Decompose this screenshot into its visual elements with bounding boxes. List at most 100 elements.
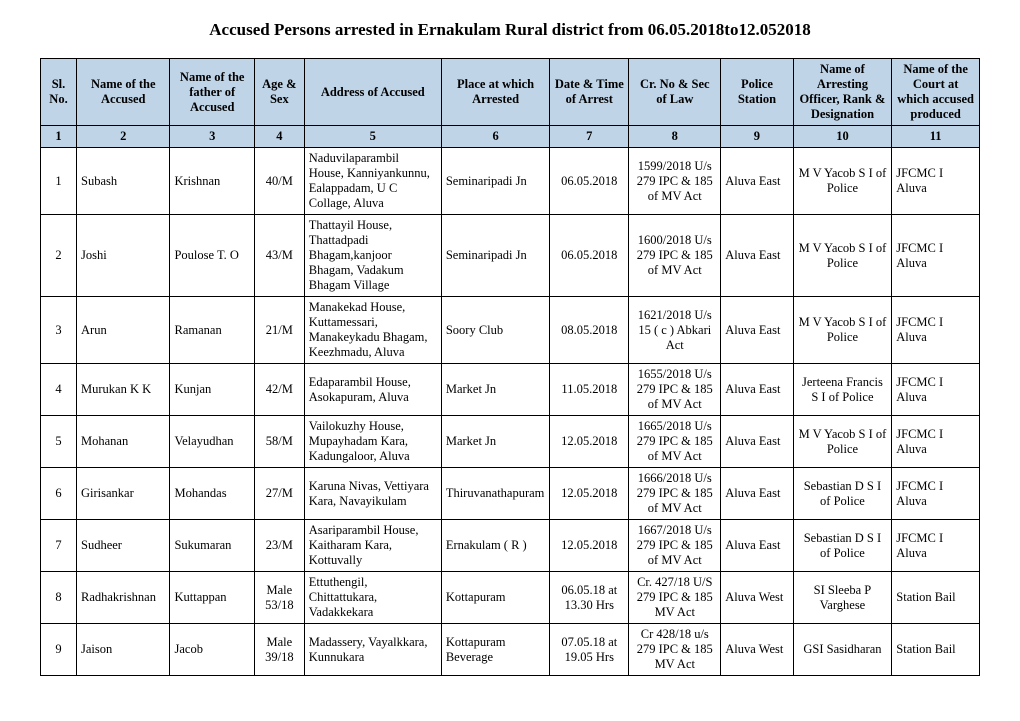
cell-name: Radhakrishnan xyxy=(77,572,170,624)
cell-sl: 4 xyxy=(41,364,77,416)
cell-name: Arun xyxy=(77,297,170,364)
table-row: 2JoshiPoulose T. O43/MThattayil House, T… xyxy=(41,215,980,297)
cell-date: 12.05.2018 xyxy=(550,520,629,572)
cell-father: Jacob xyxy=(170,624,254,676)
cell-father: Ramanan xyxy=(170,297,254,364)
cell-age: 43/M xyxy=(254,215,304,297)
cell-age: 21/M xyxy=(254,297,304,364)
cell-place: Kottapuram Beverage xyxy=(441,624,549,676)
th-place: Place at which Arrested xyxy=(441,59,549,126)
th-officer: Name of Arresting Officer, Rank & Design… xyxy=(793,59,892,126)
cell-station: Aluva East xyxy=(721,364,793,416)
cell-age: 23/M xyxy=(254,520,304,572)
cell-age: 27/M xyxy=(254,468,304,520)
table-row: 6GirisankarMohandas27/MKaruna Nivas, Vet… xyxy=(41,468,980,520)
cell-sl: 1 xyxy=(41,148,77,215)
cell-place: Seminaripadi Jn xyxy=(441,148,549,215)
cell-sl: 2 xyxy=(41,215,77,297)
cell-father: Poulose T. O xyxy=(170,215,254,297)
th-name: Name of the Accused xyxy=(77,59,170,126)
page-title: Accused Persons arrested in Ernakulam Ru… xyxy=(40,20,980,40)
coln-5: 5 xyxy=(304,126,441,148)
cell-court: JFCMC I Aluva xyxy=(892,148,980,215)
cell-officer: M V Yacob S I of Police xyxy=(793,416,892,468)
cell-date: 06.05.18 at 13.30 Hrs xyxy=(550,572,629,624)
coln-10: 10 xyxy=(793,126,892,148)
cell-name: Sudheer xyxy=(77,520,170,572)
coln-3: 3 xyxy=(170,126,254,148)
cell-sl: 8 xyxy=(41,572,77,624)
cell-place: Market Jn xyxy=(441,364,549,416)
cell-sl: 6 xyxy=(41,468,77,520)
cell-station: Aluva East xyxy=(721,148,793,215)
cell-sl: 5 xyxy=(41,416,77,468)
cell-father: Kunjan xyxy=(170,364,254,416)
cell-station: Aluva East xyxy=(721,215,793,297)
th-court: Name of the Court at which accused produ… xyxy=(892,59,980,126)
cell-crno: Cr 428/18 u/s 279 IPC & 185 MV Act xyxy=(629,624,721,676)
cell-place: Thiruvanathapuram xyxy=(441,468,549,520)
cell-station: Aluva East xyxy=(721,297,793,364)
table-row: 1SubashKrishnan40/MNaduvilaparambil Hous… xyxy=(41,148,980,215)
cell-officer: SI Sleeba P Varghese xyxy=(793,572,892,624)
coln-6: 6 xyxy=(441,126,549,148)
cell-addr: Thattayil House, Thattadpadi Bhagam,kanj… xyxy=(304,215,441,297)
cell-date: 06.05.2018 xyxy=(550,148,629,215)
header-row: Sl. No. Name of the Accused Name of the … xyxy=(41,59,980,126)
cell-crno: Cr. 427/18 U/S 279 IPC & 185 MV Act xyxy=(629,572,721,624)
coln-1: 1 xyxy=(41,126,77,148)
table-row: 7SudheerSukumaran23/MAsariparambil House… xyxy=(41,520,980,572)
table-row: 3ArunRamanan21/MManakekad House, Kuttame… xyxy=(41,297,980,364)
cell-father: Sukumaran xyxy=(170,520,254,572)
th-father: Name of the father of Accused xyxy=(170,59,254,126)
cell-station: Aluva East xyxy=(721,468,793,520)
cell-officer: Sebastian D S I of Police xyxy=(793,468,892,520)
cell-place: Market Jn xyxy=(441,416,549,468)
cell-name: Murukan K K xyxy=(77,364,170,416)
cell-station: Aluva East xyxy=(721,520,793,572)
cell-officer: M V Yacob S I of Police xyxy=(793,215,892,297)
cell-crno: 1665/2018 U/s 279 IPC & 185 of MV Act xyxy=(629,416,721,468)
cell-officer: GSI Sasidharan xyxy=(793,624,892,676)
cell-crno: 1621/2018 U/s 15 ( c ) Abkari Act xyxy=(629,297,721,364)
cell-sl: 7 xyxy=(41,520,77,572)
cell-officer: Sebastian D S I of Police xyxy=(793,520,892,572)
cell-court: JFCMC I Aluva xyxy=(892,215,980,297)
coln-2: 2 xyxy=(77,126,170,148)
cell-court: Station Bail xyxy=(892,624,980,676)
cell-name: Girisankar xyxy=(77,468,170,520)
cell-addr: Edaparambil House, Asokapuram, Aluva xyxy=(304,364,441,416)
cell-court: JFCMC I Aluva xyxy=(892,520,980,572)
cell-station: Aluva West xyxy=(721,624,793,676)
th-addr: Address of Accused xyxy=(304,59,441,126)
arrest-table: Sl. No. Name of the Accused Name of the … xyxy=(40,58,980,676)
th-sl: Sl. No. xyxy=(41,59,77,126)
coln-9: 9 xyxy=(721,126,793,148)
cell-addr: Karuna Nivas, Vettiyara Kara, Navayikula… xyxy=(304,468,441,520)
cell-place: Kottapuram xyxy=(441,572,549,624)
cell-age: Male 39/18 xyxy=(254,624,304,676)
cell-addr: Madassery, Vayalkkara, Kunnukara xyxy=(304,624,441,676)
cell-date: 12.05.2018 xyxy=(550,468,629,520)
column-number-row: 1 2 3 4 5 6 7 8 9 10 11 xyxy=(41,126,980,148)
cell-father: Kuttappan xyxy=(170,572,254,624)
cell-addr: Ettuthengil, Chittattukara, Vadakkekara xyxy=(304,572,441,624)
cell-crno: 1599/2018 U/s 279 IPC & 185 of MV Act xyxy=(629,148,721,215)
cell-place: Soory Club xyxy=(441,297,549,364)
cell-place: Seminaripadi Jn xyxy=(441,215,549,297)
cell-addr: Vailokuzhy House, Mupayhadam Kara, Kadun… xyxy=(304,416,441,468)
cell-father: Velayudhan xyxy=(170,416,254,468)
cell-place: Ernakulam ( R ) xyxy=(441,520,549,572)
cell-officer: M V Yacob S I of Police xyxy=(793,297,892,364)
cell-officer: Jerteena Francis S I of Police xyxy=(793,364,892,416)
cell-date: 06.05.2018 xyxy=(550,215,629,297)
cell-date: 12.05.2018 xyxy=(550,416,629,468)
table-row: 9JaisonJacobMale 39/18Madassery, Vayalkk… xyxy=(41,624,980,676)
table-body: 1SubashKrishnan40/MNaduvilaparambil Hous… xyxy=(41,148,980,676)
cell-date: 08.05.2018 xyxy=(550,297,629,364)
cell-court: JFCMC I Aluva xyxy=(892,416,980,468)
cell-date: 11.05.2018 xyxy=(550,364,629,416)
cell-date: 07.05.18 at 19.05 Hrs xyxy=(550,624,629,676)
cell-crno: 1600/2018 U/s 279 IPC & 185 of MV Act xyxy=(629,215,721,297)
cell-sl: 3 xyxy=(41,297,77,364)
